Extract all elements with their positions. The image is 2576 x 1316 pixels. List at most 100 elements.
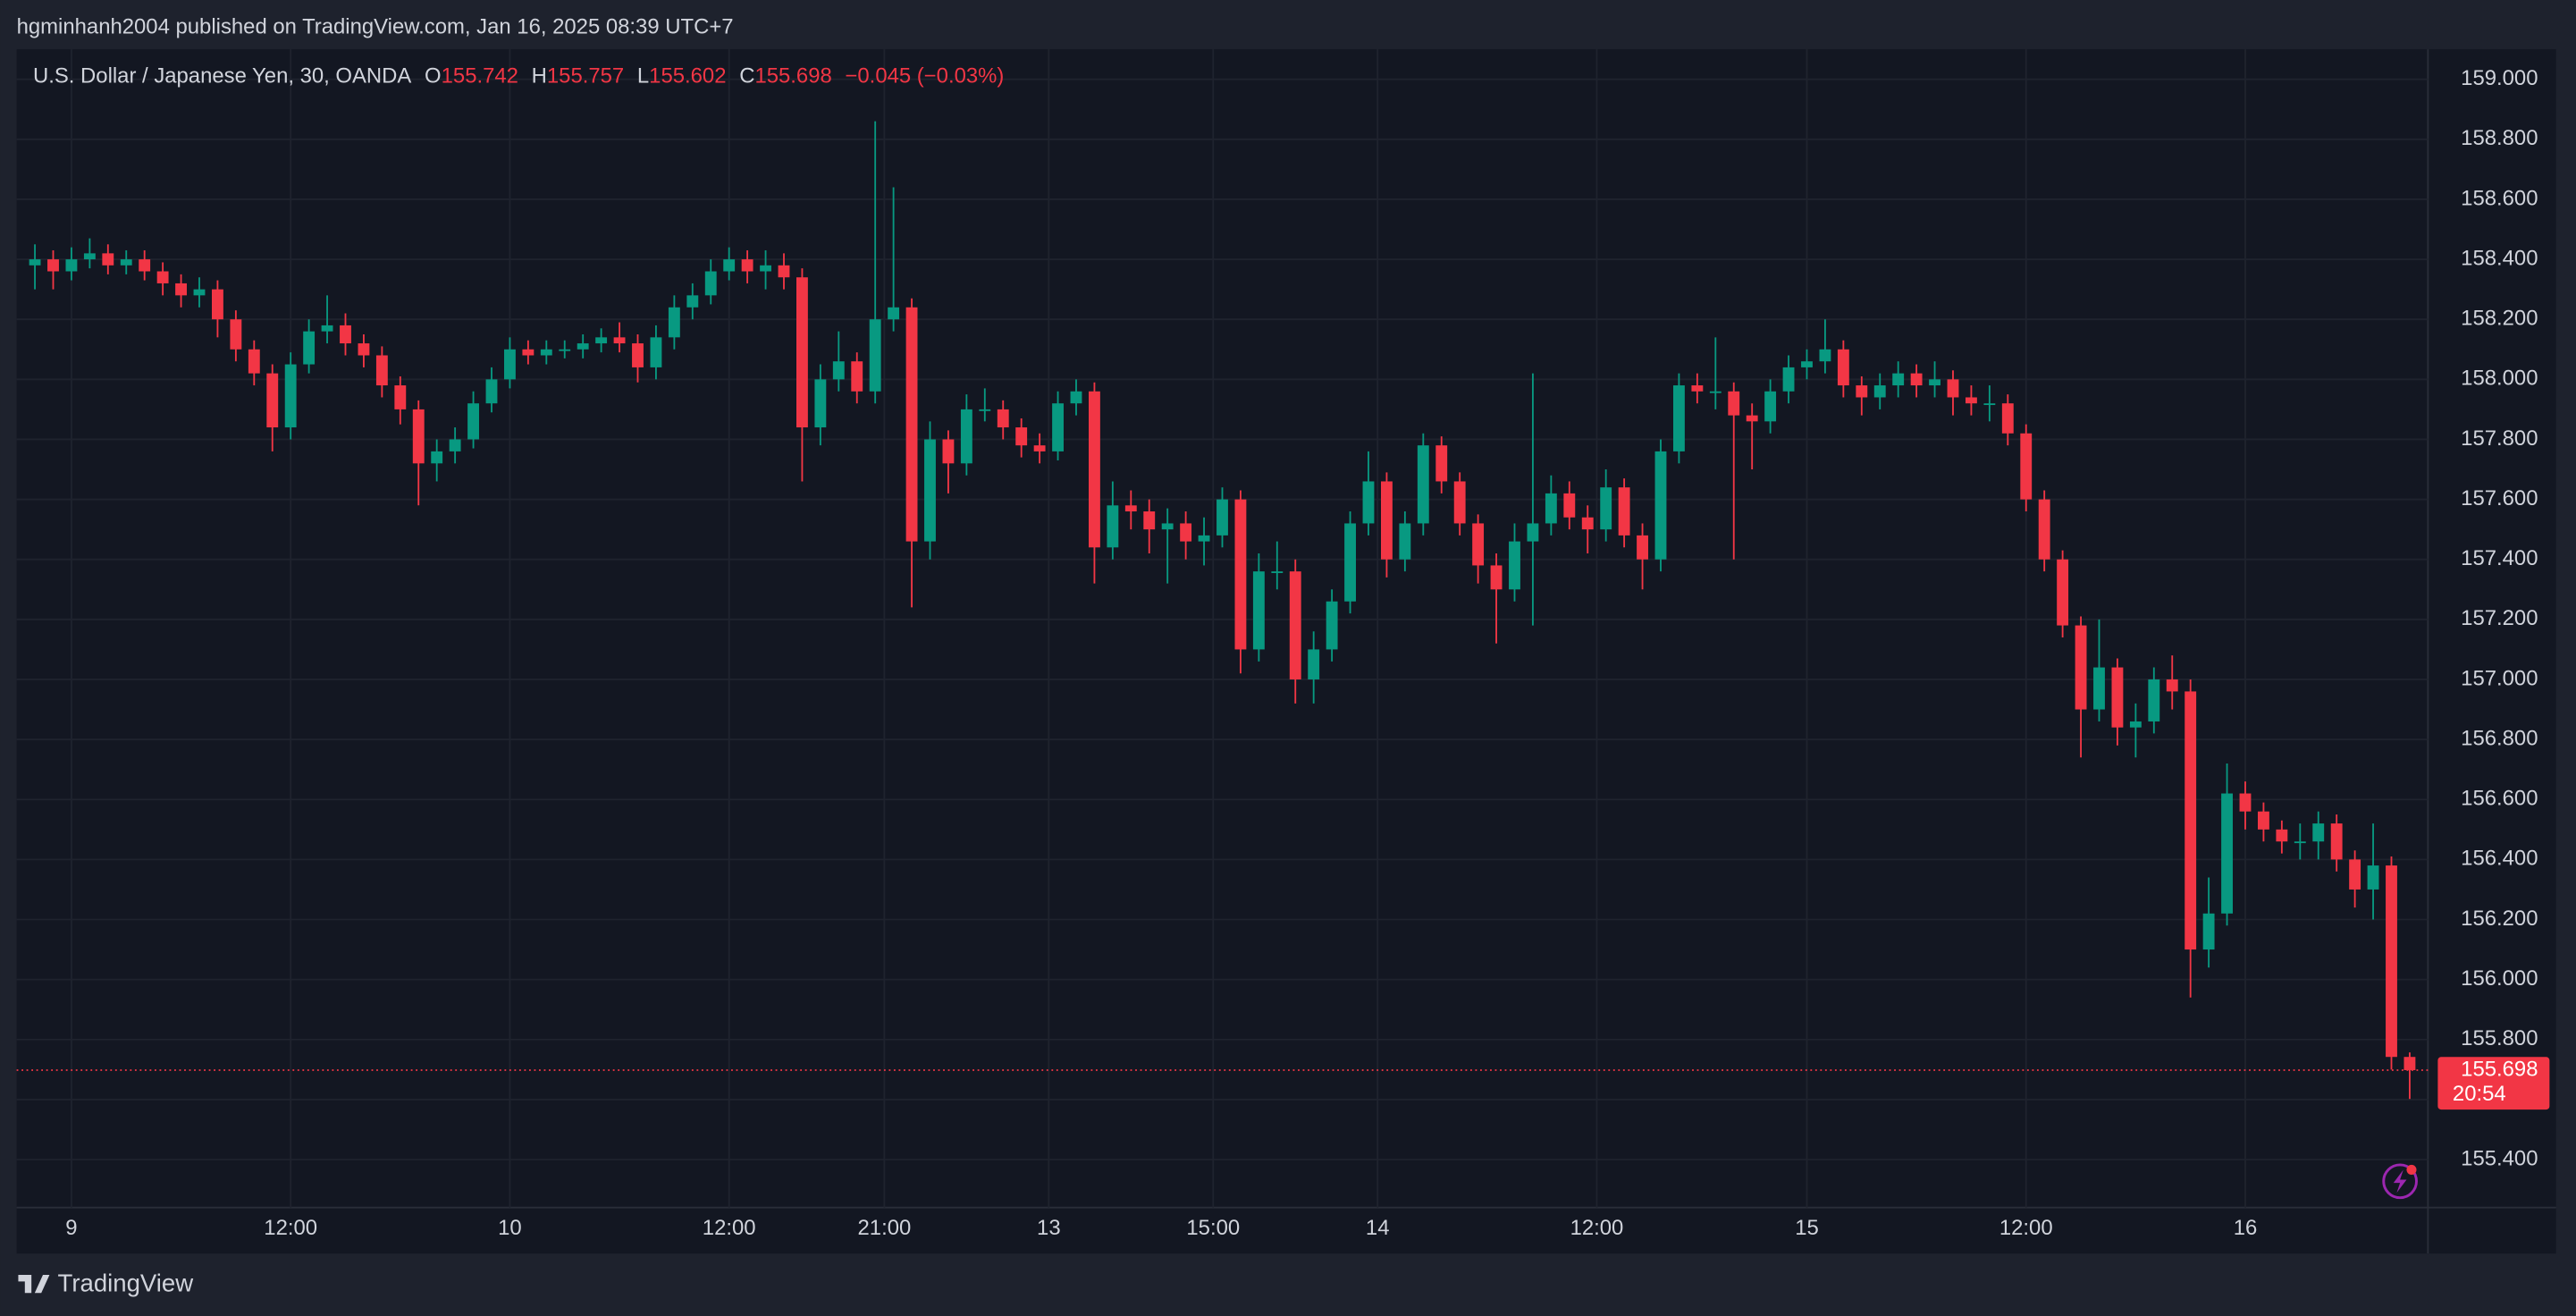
candle-body <box>1143 511 1156 530</box>
candle-body <box>1965 397 1977 404</box>
y-tick-label: 157.800 <box>2461 426 2538 451</box>
ohlc-letter: C <box>739 64 754 89</box>
candle-body <box>1691 385 1704 392</box>
candle-body <box>102 253 114 266</box>
y-tick-label: 156.000 <box>2461 966 2538 991</box>
candle-body <box>1618 487 1630 536</box>
candle-body <box>1472 523 1485 566</box>
x-tick-label: 12:00 <box>1570 1216 1624 1240</box>
candle-body <box>2386 865 2397 1058</box>
candle-body <box>2403 1057 2416 1070</box>
y-tick-label: 158.200 <box>2461 307 2538 331</box>
candle-body <box>559 349 571 351</box>
candle-body <box>595 337 608 344</box>
candle-body <box>340 325 351 344</box>
x-tick-label: 12:00 <box>703 1216 756 1240</box>
candle-body <box>1015 427 1028 446</box>
candle-body <box>1581 517 1594 530</box>
candle-body <box>2020 433 2033 500</box>
candle-body <box>540 349 552 356</box>
candle-body <box>997 409 1009 428</box>
candle-body <box>1380 481 1393 560</box>
ohlc-value: 155.698 <box>754 64 831 89</box>
candle-body <box>1362 481 1375 524</box>
ohlc-value: 155.742 <box>442 64 518 89</box>
byline: hgminhanh2004 published on TradingView.c… <box>17 15 734 39</box>
candle-body <box>467 403 479 440</box>
candle-body <box>1124 505 1137 512</box>
candle-body <box>1910 373 1923 386</box>
candle-body <box>321 325 333 332</box>
candle-body <box>1052 403 1064 451</box>
candle-body <box>960 409 972 464</box>
y-tick-label: 158.800 <box>2461 126 2538 150</box>
y-tick-label: 159.000 <box>2461 66 2538 90</box>
candle-body <box>1983 403 1996 406</box>
ohlc-letter: L <box>637 64 649 89</box>
candle-body <box>650 337 662 367</box>
candle-body <box>248 349 260 374</box>
candle-body <box>723 259 736 272</box>
candle-body <box>2276 829 2288 842</box>
ohlc-letter: O <box>425 64 442 89</box>
candle-body <box>449 439 461 451</box>
candle-body <box>704 271 717 296</box>
candle-body <box>1453 481 1466 524</box>
candle-body <box>156 271 169 283</box>
candle-body <box>1764 391 1777 422</box>
candle-body <box>2001 403 2014 434</box>
candle-body <box>2093 667 2105 710</box>
candle-body <box>2221 793 2233 914</box>
candle-body <box>1161 523 1174 530</box>
candle-body <box>832 361 845 380</box>
candle-body <box>1782 367 1795 392</box>
candle-body <box>83 253 96 260</box>
candle-body <box>1033 445 1046 451</box>
candle-body <box>1399 523 1411 560</box>
y-tick-label: 156.800 <box>2461 726 2538 750</box>
candle-body <box>1088 391 1100 548</box>
price-tag <box>2437 1057 2550 1110</box>
ohlc-letter: H <box>532 64 547 89</box>
candle-body <box>1873 385 1886 398</box>
brand: TradingView <box>58 1269 194 1296</box>
footer-logo: TradingView <box>18 1269 193 1296</box>
candle-body <box>778 265 790 278</box>
x-tick-label: 21:00 <box>858 1216 912 1240</box>
candle-body <box>1527 523 1539 542</box>
candle-body <box>431 451 443 464</box>
candle-body <box>193 289 206 296</box>
candle-body <box>2257 811 2269 830</box>
alert-ring[interactable] <box>2382 1163 2418 1200</box>
candle-body <box>211 289 223 320</box>
symbol: U.S. Dollar / Japanese Yen, 30, OANDA <box>33 64 411 89</box>
candle-body <box>266 373 279 428</box>
y-tick-label: 156.400 <box>2461 847 2538 871</box>
candle-body <box>1509 541 1520 590</box>
candle-body <box>2057 559 2069 626</box>
candle-body <box>2312 823 2325 842</box>
candle-body <box>2166 679 2178 692</box>
grid <box>16 49 2429 1208</box>
candle-body <box>29 259 41 266</box>
ohlc-value: 155.757 <box>547 64 624 89</box>
candle-body <box>1545 493 1557 524</box>
candle-body <box>1819 349 1831 362</box>
candle-body <box>1892 373 1905 386</box>
candle-body <box>1728 391 1740 416</box>
candle-body <box>1252 571 1265 650</box>
x-tick-label: 10 <box>498 1216 522 1240</box>
y-tick-label: 157.200 <box>2461 606 2538 630</box>
candle-body <box>358 343 370 356</box>
candle-body <box>1326 601 1338 650</box>
x-tick-label: 12:00 <box>264 1216 317 1240</box>
alert-icon[interactable] <box>2382 1163 2418 1200</box>
candle-body <box>686 295 699 308</box>
candle-body <box>869 319 881 392</box>
x-tick-label: 14 <box>1366 1216 1390 1240</box>
alert-dot <box>2406 1164 2417 1175</box>
plot-area <box>16 49 2556 1254</box>
candle-body <box>1947 379 1959 398</box>
candle-body <box>1637 535 1648 560</box>
